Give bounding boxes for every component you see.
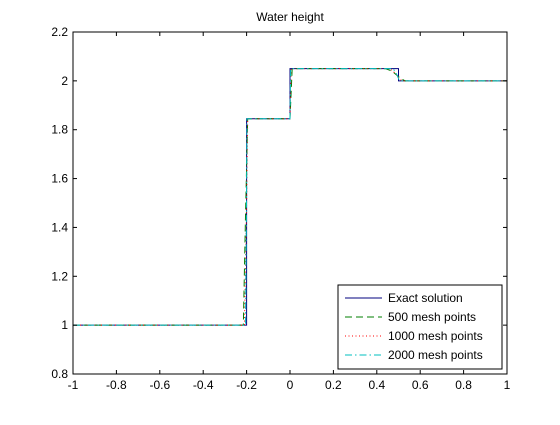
x-tick-label: 0	[287, 378, 294, 392]
y-tick-label: 1.4	[51, 220, 68, 234]
chart-title: Water height	[256, 10, 324, 24]
y-tick-label: 0.8	[51, 367, 68, 381]
series-line-4	[73, 68, 507, 326]
x-tick-label: -0.8	[106, 378, 127, 392]
x-tick-label: 0.8	[455, 378, 472, 392]
x-tick-label: 0.2	[325, 378, 342, 392]
x-tick-label: 0.6	[412, 378, 429, 392]
y-tick-label: 1	[61, 318, 68, 332]
legend-label: 1000 mesh points	[388, 329, 483, 343]
legend-label: 500 mesh points	[388, 310, 476, 324]
legend-label: 2000 mesh points	[388, 348, 483, 362]
x-tick-label: 0.4	[368, 378, 385, 392]
series-line-3	[73, 68, 507, 326]
y-tick-label: 1.6	[51, 172, 68, 186]
x-tick-label: -1	[68, 378, 79, 392]
legend: Exact solution 500 mesh points 1000 mesh p…	[337, 284, 503, 370]
x-tick-label: -0.2	[236, 378, 257, 392]
x-tick-label: 1	[504, 378, 511, 392]
legend-label: Exact solution	[388, 291, 463, 305]
y-tick-label: 2	[61, 74, 68, 88]
y-tick-label: 1.2	[51, 269, 68, 283]
x-tick-label: -0.4	[193, 378, 214, 392]
series-layer	[73, 68, 507, 326]
y-tick-label: 2.2	[51, 25, 68, 39]
y-tick-label: 1.8	[51, 123, 68, 137]
ticks-layer: -1 -0.8 -0.6 -0.4 -0.2 0 0.2 0.4 0.6 0.8 1 0.8 1 1.2 1…	[51, 25, 510, 392]
x-tick-label: -0.6	[149, 378, 170, 392]
